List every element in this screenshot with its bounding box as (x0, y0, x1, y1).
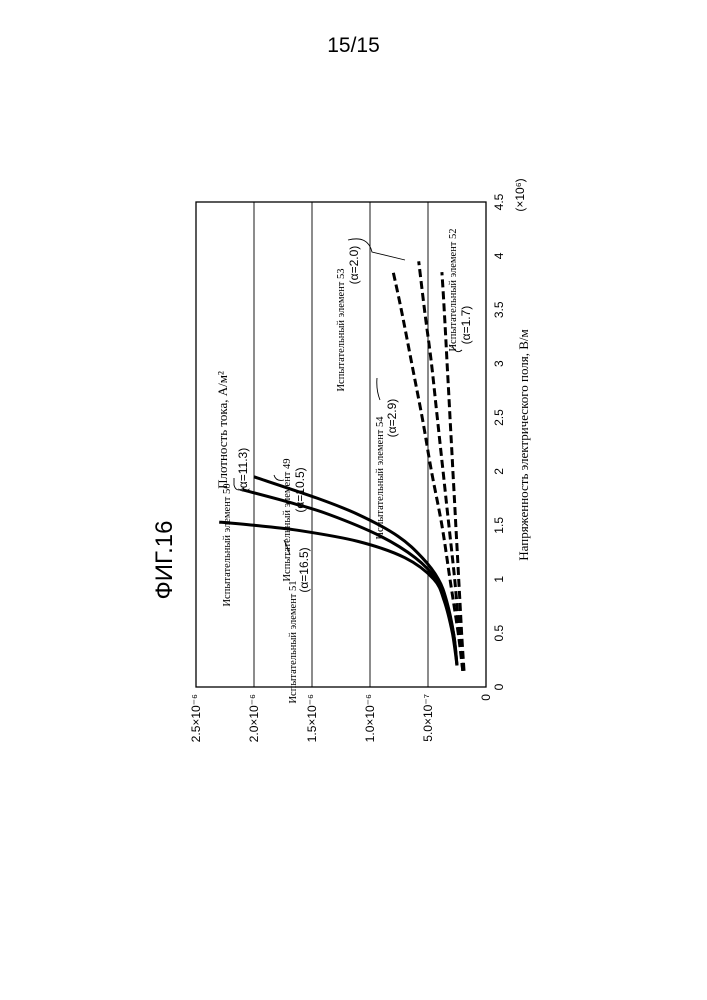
series-50-alpha: (α=11.3) (236, 448, 250, 492)
series-51-name: Испытательный элемент 51 (288, 580, 299, 703)
series-53-name: Испытательный элемент 53 (336, 268, 347, 391)
x-tick-label-6: 3 (492, 360, 506, 367)
figure-label: ФИГ.16 (151, 521, 178, 600)
series-49-alpha: (α=10.5) (293, 467, 307, 512)
series-line-2 (219, 522, 457, 665)
y-tick-label-4: 2.0×10⁻⁶ (247, 694, 261, 742)
x-axis-label: Напряженность электрического поля, В/м (516, 329, 531, 561)
x-tick-label-3: 1.5 (492, 517, 506, 534)
x-tick-label-1: 0.5 (492, 624, 506, 641)
y-axis-label: Плотность тока, А/м² (215, 371, 230, 489)
series-52-alpha: (α=1.7) (459, 306, 473, 345)
x-tick-label-2: 1 (492, 576, 506, 583)
x-multiplier-label: (×10⁶) (513, 178, 527, 211)
y-tick-label-3: 1.5×10⁻⁶ (305, 694, 319, 742)
series-53-alpha: (α=2.0) (347, 246, 361, 285)
y-tick-label-5: 2.5×10⁻⁶ (189, 694, 203, 742)
x-tick-label-8: 4 (492, 252, 506, 259)
series-51-alpha: (α=16.5) (297, 547, 311, 592)
series-54-leader (377, 378, 380, 400)
x-tick-labels: 0 0.5 1 1.5 2 2.5 3 3.5 4 4.5 (492, 193, 506, 690)
x-tick-label-4: 2 (492, 468, 506, 475)
annotation-series-53: Испытательный элемент 53 (α=2.0) (336, 239, 405, 392)
series-52-name: Испытательный элемент 52 (448, 228, 459, 351)
x-tick-label-0: 0 (492, 683, 506, 690)
annotation-series-52: Испытательный элемент 52 (α=1.7) (448, 228, 473, 351)
y-tick-labels: 0 5.0×10⁻⁷ 1.0×10⁻⁶ 1.5×10⁻⁶ 2.0×10⁻⁶ 2.5×10⁻… (189, 694, 493, 743)
x-tick-label-9: 4.5 (492, 193, 506, 210)
y-tick-label-2: 1.0×10⁻⁶ (363, 694, 377, 742)
annotation-series-54: Испытательный элемент 54 (α=2.9) (375, 378, 399, 540)
rotated-figure: ФИГ.16 0 0.5 1 1.5 2 2.5 3 3.5 4 4.5 0 5.0×10⁻⁷ 1.0… (151, 178, 531, 742)
x-tick-label-5: 2.5 (492, 409, 506, 426)
series-line-1 (242, 490, 457, 666)
x-tick-label-7: 3.5 (492, 301, 506, 318)
series-49-name: Испытательный элемент 49 (282, 458, 293, 581)
y-tick-label-0: 0 (479, 694, 493, 701)
series-50-name: Испытательный элемент 50 (222, 483, 233, 606)
series-54-alpha: (α=2.9) (385, 399, 399, 438)
y-tick-label-1: 5.0×10⁻⁷ (421, 694, 435, 742)
